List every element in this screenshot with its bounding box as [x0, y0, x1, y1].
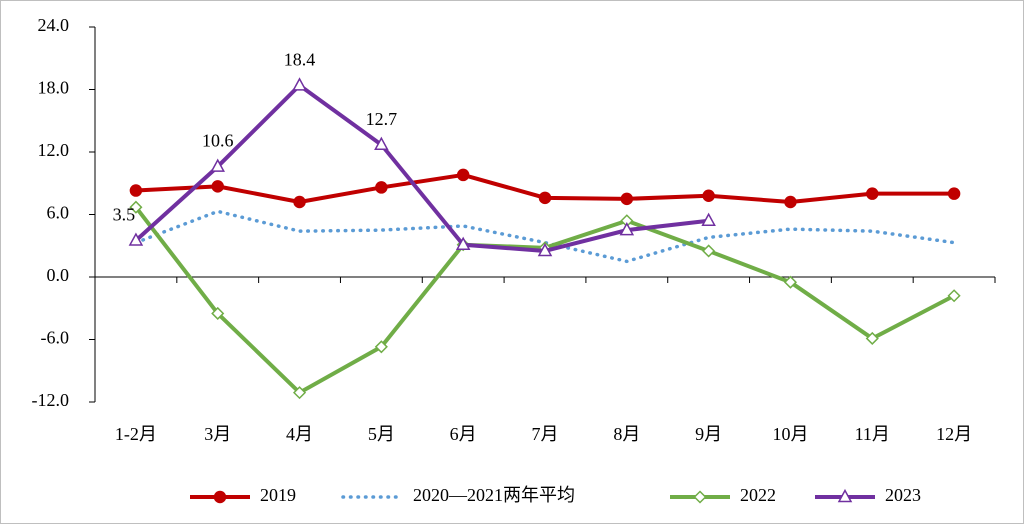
legend-label: 2020—2021两年平均: [413, 485, 575, 505]
point: [293, 195, 306, 209]
point: [211, 306, 225, 321]
point: [783, 275, 798, 289]
x-tick-label: 6月: [450, 424, 477, 444]
data-label: 3.5: [113, 205, 136, 225]
y-tick-label: -12.0: [32, 390, 70, 410]
point: [292, 77, 307, 91]
point: [837, 488, 853, 503]
point: [129, 184, 143, 197]
x-tick-label: 8月: [613, 424, 640, 444]
y-tick-label: 12.0: [38, 140, 70, 160]
x-tick-label: 12月: [936, 424, 972, 444]
x-tick-label: 5月: [368, 424, 395, 444]
point: [702, 189, 715, 202]
point: [213, 490, 227, 504]
point: [865, 331, 879, 346]
x-tick-label: 11月: [855, 424, 890, 444]
point: [619, 222, 635, 236]
point: [210, 158, 225, 172]
point: [455, 236, 471, 250]
x-tick-label: 3月: [204, 424, 231, 444]
point: [947, 187, 961, 200]
point: [374, 136, 389, 150]
point: [211, 180, 224, 193]
point: [375, 181, 388, 194]
x-tick-label: 4月: [286, 424, 313, 444]
point: [947, 289, 961, 303]
point: [537, 242, 553, 257]
point: [701, 212, 716, 226]
data-label: 10.6: [202, 131, 234, 151]
y-tick-label: 6.0: [47, 203, 70, 223]
point: [866, 187, 879, 200]
point: [292, 386, 307, 400]
y-tick-label: -6.0: [41, 328, 70, 348]
point: [538, 191, 552, 205]
point: [129, 200, 143, 214]
point: [620, 192, 634, 206]
series-line: [134, 83, 709, 253]
y-tick-label: 0.0: [47, 265, 70, 285]
y-tick-label: 18.0: [38, 78, 70, 98]
series: [129, 168, 961, 209]
legend-label: 2022: [740, 485, 776, 505]
point: [784, 195, 797, 209]
x-tick-label: 9月: [695, 424, 722, 444]
x-tick-label: 1-2月: [115, 424, 157, 444]
legend-label: 2023: [885, 485, 921, 505]
legend-label: 2019: [260, 485, 296, 505]
point: [128, 232, 144, 246]
series: 3.5 10.6 18.4 12.7: [113, 49, 716, 257]
x-tick-label: 10月: [772, 424, 808, 444]
y-tick-label: 24.0: [38, 15, 70, 35]
data-label: 12.7: [366, 109, 398, 129]
point: [702, 244, 716, 258]
point: [374, 340, 388, 354]
point: [693, 490, 707, 504]
data-label: 18.4: [284, 49, 316, 69]
point: [456, 168, 470, 182]
x-tick-label: 7月: [532, 424, 559, 444]
